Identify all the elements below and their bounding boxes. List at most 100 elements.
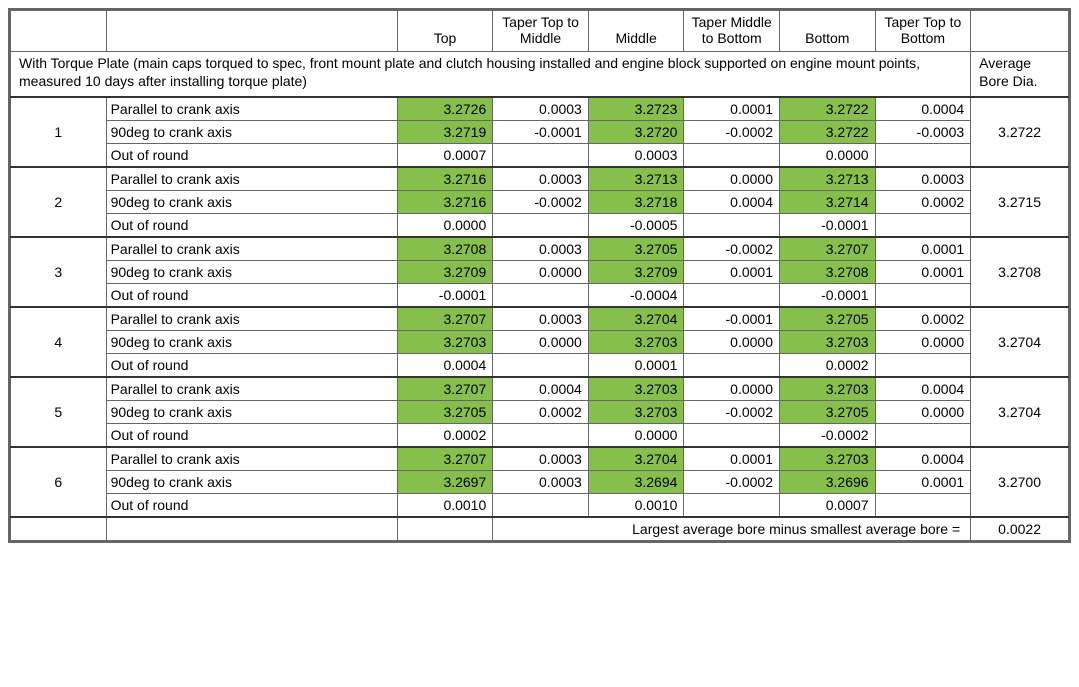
val-taper-tm: 0.0000 bbox=[493, 261, 589, 284]
val-blank bbox=[875, 214, 971, 238]
table-body: With Torque Plate (main caps torqued to … bbox=[11, 52, 1069, 541]
header-taper-mb: Taper Middle to Bottom bbox=[684, 11, 780, 52]
cyl-row-oor: Out of round0.00020.0000-0.0002 bbox=[11, 424, 1069, 448]
header-blank-1 bbox=[11, 11, 107, 52]
description-row: With Torque Plate (main caps torqued to … bbox=[11, 52, 1069, 98]
val-blank bbox=[684, 214, 780, 238]
cyl-row-ninety: 90deg to crank axis3.2719-0.00013.2720-0… bbox=[11, 121, 1069, 144]
header-taper-tb: Taper Top to Bottom bbox=[875, 11, 971, 52]
val-top: 3.2705 bbox=[397, 401, 493, 424]
val-taper-mb: 0.0000 bbox=[684, 377, 780, 401]
val-blank bbox=[875, 424, 971, 448]
val-taper-tb: 0.0001 bbox=[875, 261, 971, 284]
val-blank bbox=[684, 284, 780, 308]
cyl-row-ninety: 90deg to crank axis3.27030.00003.27030.0… bbox=[11, 331, 1069, 354]
cylinder-number: 3 bbox=[11, 237, 107, 307]
row-label-ninety: 90deg to crank axis bbox=[106, 261, 397, 284]
val-taper-mb: 0.0000 bbox=[684, 331, 780, 354]
val-taper-tm: 0.0003 bbox=[493, 167, 589, 191]
val-bot: 3.2722 bbox=[780, 97, 876, 121]
cyl-row-parallel: 5Parallel to crank axis3.27070.00043.270… bbox=[11, 377, 1069, 401]
val-blank bbox=[493, 214, 589, 238]
cyl-row-oor: Out of round0.00070.00030.0000 bbox=[11, 144, 1069, 168]
val-bot: 3.2703 bbox=[780, 377, 876, 401]
val-mid: 0.0010 bbox=[588, 494, 684, 518]
val-mid: 3.2709 bbox=[588, 261, 684, 284]
cyl-row-oor: Out of round0.00100.00100.0007 bbox=[11, 494, 1069, 518]
val-taper-mb: 0.0001 bbox=[684, 97, 780, 121]
val-blank bbox=[684, 144, 780, 168]
val-top: 3.2719 bbox=[397, 121, 493, 144]
data-table: Top Taper Top to Middle Middle Taper Mid… bbox=[10, 10, 1069, 541]
val-bot: 3.2696 bbox=[780, 471, 876, 494]
val-taper-tm: 0.0003 bbox=[493, 471, 589, 494]
description-text: With Torque Plate (main caps torqued to … bbox=[11, 52, 971, 98]
val-taper-tb: 0.0000 bbox=[875, 331, 971, 354]
val-taper-mb: 0.0001 bbox=[684, 447, 780, 471]
val-blank bbox=[684, 424, 780, 448]
val-taper-tb: 0.0004 bbox=[875, 447, 971, 471]
val-taper-tb: 0.0002 bbox=[875, 307, 971, 331]
val-taper-mb: -0.0002 bbox=[684, 121, 780, 144]
val-taper-tm: 0.0003 bbox=[493, 97, 589, 121]
val-taper-mb: -0.0002 bbox=[684, 237, 780, 261]
val-bot: 3.2705 bbox=[780, 307, 876, 331]
val-taper-tb: 0.0001 bbox=[875, 237, 971, 261]
val-blank bbox=[493, 144, 589, 168]
val-top: 3.2707 bbox=[397, 377, 493, 401]
val-bot: 3.2713 bbox=[780, 167, 876, 191]
cyl-row-oor: Out of round0.0000-0.0005-0.0001 bbox=[11, 214, 1069, 238]
cylinder-number: 5 bbox=[11, 377, 107, 447]
val-top: 3.2726 bbox=[397, 97, 493, 121]
bore-measurement-table: Top Taper Top to Middle Middle Taper Mid… bbox=[8, 8, 1071, 543]
row-label-oor: Out of round bbox=[106, 354, 397, 378]
footer-blank bbox=[11, 517, 107, 541]
cyl-row-ninety: 90deg to crank axis3.26970.00033.2694-0.… bbox=[11, 471, 1069, 494]
val-taper-mb: -0.0002 bbox=[684, 471, 780, 494]
val-blank bbox=[875, 494, 971, 518]
val-taper-tm: 0.0004 bbox=[493, 377, 589, 401]
val-blank bbox=[875, 354, 971, 378]
val-mid: -0.0004 bbox=[588, 284, 684, 308]
avg-bore-value: 3.2708 bbox=[971, 237, 1069, 307]
val-blank bbox=[493, 354, 589, 378]
val-taper-mb: -0.0001 bbox=[684, 307, 780, 331]
val-mid: 0.0000 bbox=[588, 424, 684, 448]
cylinder-number: 1 bbox=[11, 97, 107, 167]
val-top: 3.2707 bbox=[397, 447, 493, 471]
val-taper-tm: 0.0003 bbox=[493, 447, 589, 471]
val-bot: -0.0001 bbox=[780, 214, 876, 238]
row-label-ninety: 90deg to crank axis bbox=[106, 191, 397, 214]
row-label-ninety: 90deg to crank axis bbox=[106, 401, 397, 424]
val-taper-mb: 0.0004 bbox=[684, 191, 780, 214]
val-mid: 3.2720 bbox=[588, 121, 684, 144]
val-bot: -0.0002 bbox=[780, 424, 876, 448]
val-blank bbox=[684, 354, 780, 378]
val-taper-tm: 0.0000 bbox=[493, 331, 589, 354]
val-top: 3.2703 bbox=[397, 331, 493, 354]
row-label-oor: Out of round bbox=[106, 144, 397, 168]
val-taper-tb: 0.0001 bbox=[875, 471, 971, 494]
footer-value: 0.0022 bbox=[971, 517, 1069, 541]
val-mid: 0.0001 bbox=[588, 354, 684, 378]
val-blank bbox=[684, 494, 780, 518]
header-row: Top Taper Top to Middle Middle Taper Mid… bbox=[11, 11, 1069, 52]
footer-label: Largest average bore minus smallest aver… bbox=[493, 517, 971, 541]
cyl-row-oor: Out of round-0.0001-0.0004-0.0001 bbox=[11, 284, 1069, 308]
cyl-row-parallel: 3Parallel to crank axis3.27080.00033.270… bbox=[11, 237, 1069, 261]
row-label-parallel: Parallel to crank axis bbox=[106, 377, 397, 401]
val-blank bbox=[493, 284, 589, 308]
row-label-oor: Out of round bbox=[106, 494, 397, 518]
footer-row: Largest average bore minus smallest aver… bbox=[11, 517, 1069, 541]
val-mid: 0.0003 bbox=[588, 144, 684, 168]
header-blank-3 bbox=[971, 11, 1069, 52]
val-taper-tm: -0.0002 bbox=[493, 191, 589, 214]
val-taper-tm: -0.0001 bbox=[493, 121, 589, 144]
cyl-row-oor: Out of round0.00040.00010.0002 bbox=[11, 354, 1069, 378]
val-mid: 3.2718 bbox=[588, 191, 684, 214]
val-bot: 3.2707 bbox=[780, 237, 876, 261]
val-taper-tm: 0.0003 bbox=[493, 237, 589, 261]
val-taper-tm: 0.0003 bbox=[493, 307, 589, 331]
row-label-parallel: Parallel to crank axis bbox=[106, 97, 397, 121]
row-label-oor: Out of round bbox=[106, 214, 397, 238]
